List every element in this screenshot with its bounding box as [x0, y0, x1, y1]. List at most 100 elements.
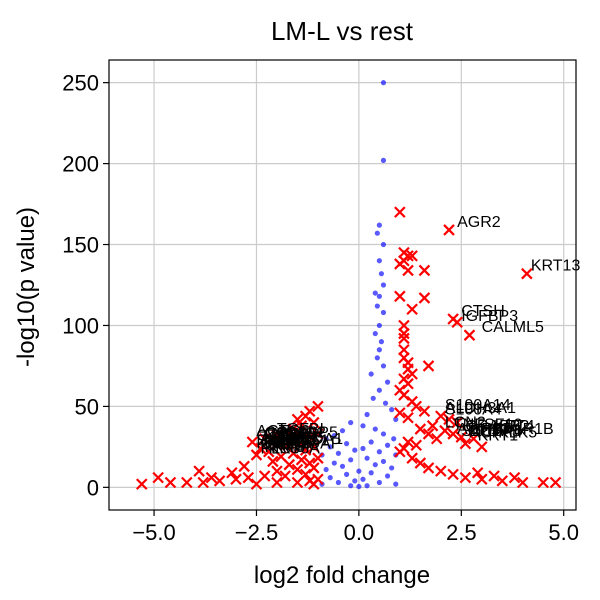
gene-label: CALML5 — [482, 319, 544, 336]
data-point-x — [299, 444, 312, 456]
data-point-x — [406, 452, 418, 464]
data-point-circle — [380, 431, 387, 437]
data-point-x — [394, 258, 406, 270]
data-point-circle — [343, 441, 350, 447]
data-point-x — [471, 466, 484, 479]
data-point-x — [410, 400, 423, 413]
data-point-x — [262, 445, 275, 458]
data-point-circle — [380, 309, 387, 316]
data-point-x — [451, 416, 463, 429]
data-point-x — [254, 442, 267, 455]
data-point-circle — [360, 445, 366, 452]
data-point-circle — [374, 230, 380, 236]
data-point-x — [226, 466, 238, 479]
data-point-x — [426, 420, 439, 432]
plot-frame — [108, 59, 577, 511]
data-point-x — [435, 465, 447, 477]
data-point-x — [279, 426, 291, 439]
data-point-x — [271, 439, 283, 452]
data-point-x — [238, 460, 250, 473]
data-point-circle — [372, 462, 378, 468]
data-point-circle — [343, 471, 350, 477]
data-point-circle — [376, 293, 382, 299]
x-tick-label: 0.0 — [344, 520, 375, 545]
data-point-x — [418, 264, 431, 277]
data-point-x — [181, 476, 193, 489]
data-point-x — [402, 264, 414, 277]
gene-label: PPP1R1B — [482, 421, 554, 438]
data-point-circle — [327, 475, 333, 481]
gene-label: SPARC — [269, 429, 323, 446]
data-point-x — [443, 413, 455, 426]
data-point-circle — [372, 426, 378, 432]
data-point-circle — [374, 355, 380, 361]
data-point-circle — [380, 363, 387, 369]
data-point-x — [435, 410, 447, 422]
gene-label: KRT6A — [269, 441, 321, 458]
data-point-circle — [378, 339, 385, 345]
data-point-x — [279, 470, 291, 482]
data-point-x — [398, 332, 410, 345]
gene-label: KRTDAP — [277, 436, 342, 453]
data-point-circle — [380, 458, 387, 465]
data-point-circle — [376, 258, 382, 264]
data-point-x — [287, 447, 300, 460]
data-point-x — [394, 445, 406, 458]
data-point-x — [422, 462, 435, 474]
data-point-x — [312, 400, 324, 413]
data-point-x — [246, 436, 259, 448]
data-point-x — [152, 471, 164, 484]
data-point-circle — [356, 468, 362, 474]
data-point-x — [287, 423, 300, 435]
gene-label: S100A2 — [256, 432, 313, 449]
data-point-circle — [374, 303, 380, 309]
data-point-x — [295, 420, 308, 432]
data-point-circle — [380, 80, 387, 86]
data-point-x — [414, 457, 427, 469]
y-tick-label: 200 — [62, 152, 99, 177]
data-point-x — [430, 432, 443, 445]
data-point-circle — [370, 395, 376, 401]
data-point-circle — [393, 416, 399, 422]
data-point-x — [443, 224, 455, 236]
gene-label: MGP — [273, 426, 309, 443]
gene-label: DUSP6 — [469, 423, 522, 440]
gene-label: KRT4 — [494, 418, 535, 435]
data-point-circle — [348, 483, 354, 489]
data-point-x — [418, 405, 431, 418]
data-point-circle — [384, 379, 391, 385]
data-point-circle — [339, 428, 346, 434]
data-point-x — [451, 316, 463, 329]
data-point-x — [496, 475, 509, 487]
gene-label: SLC7A5 — [461, 423, 521, 440]
data-point-x — [402, 377, 414, 390]
data-point-circle — [360, 423, 366, 429]
data-point-x — [422, 428, 435, 440]
data-point-x — [476, 441, 488, 453]
gene-label: ALDH3A1 — [445, 400, 516, 417]
data-point-circle — [360, 476, 366, 482]
data-point-x — [537, 476, 550, 489]
data-point-circle — [352, 478, 358, 484]
data-point-circle — [368, 470, 374, 476]
data-point-circle — [327, 444, 333, 450]
data-point-circle — [382, 400, 389, 406]
data-point-x — [312, 428, 324, 440]
data-point-circle — [323, 466, 329, 473]
gene-label: CRABP2 — [465, 418, 529, 435]
gene-label: S100A14 — [445, 397, 511, 414]
data-point-circle — [364, 411, 370, 418]
data-point-x — [193, 465, 205, 477]
data-point-x — [197, 476, 209, 489]
data-point-circle — [384, 473, 391, 479]
data-point-circle — [368, 371, 374, 377]
data-point-x — [410, 439, 423, 452]
gene-label: TAGLN — [260, 432, 312, 449]
data-point-x — [508, 471, 521, 484]
data-point-x — [549, 476, 562, 489]
data-point-x — [308, 416, 320, 429]
gene-label: S100A4 — [445, 402, 502, 419]
data-point-x — [291, 413, 304, 426]
gene-label: ACPP — [469, 424, 513, 441]
data-point-x — [295, 454, 308, 466]
